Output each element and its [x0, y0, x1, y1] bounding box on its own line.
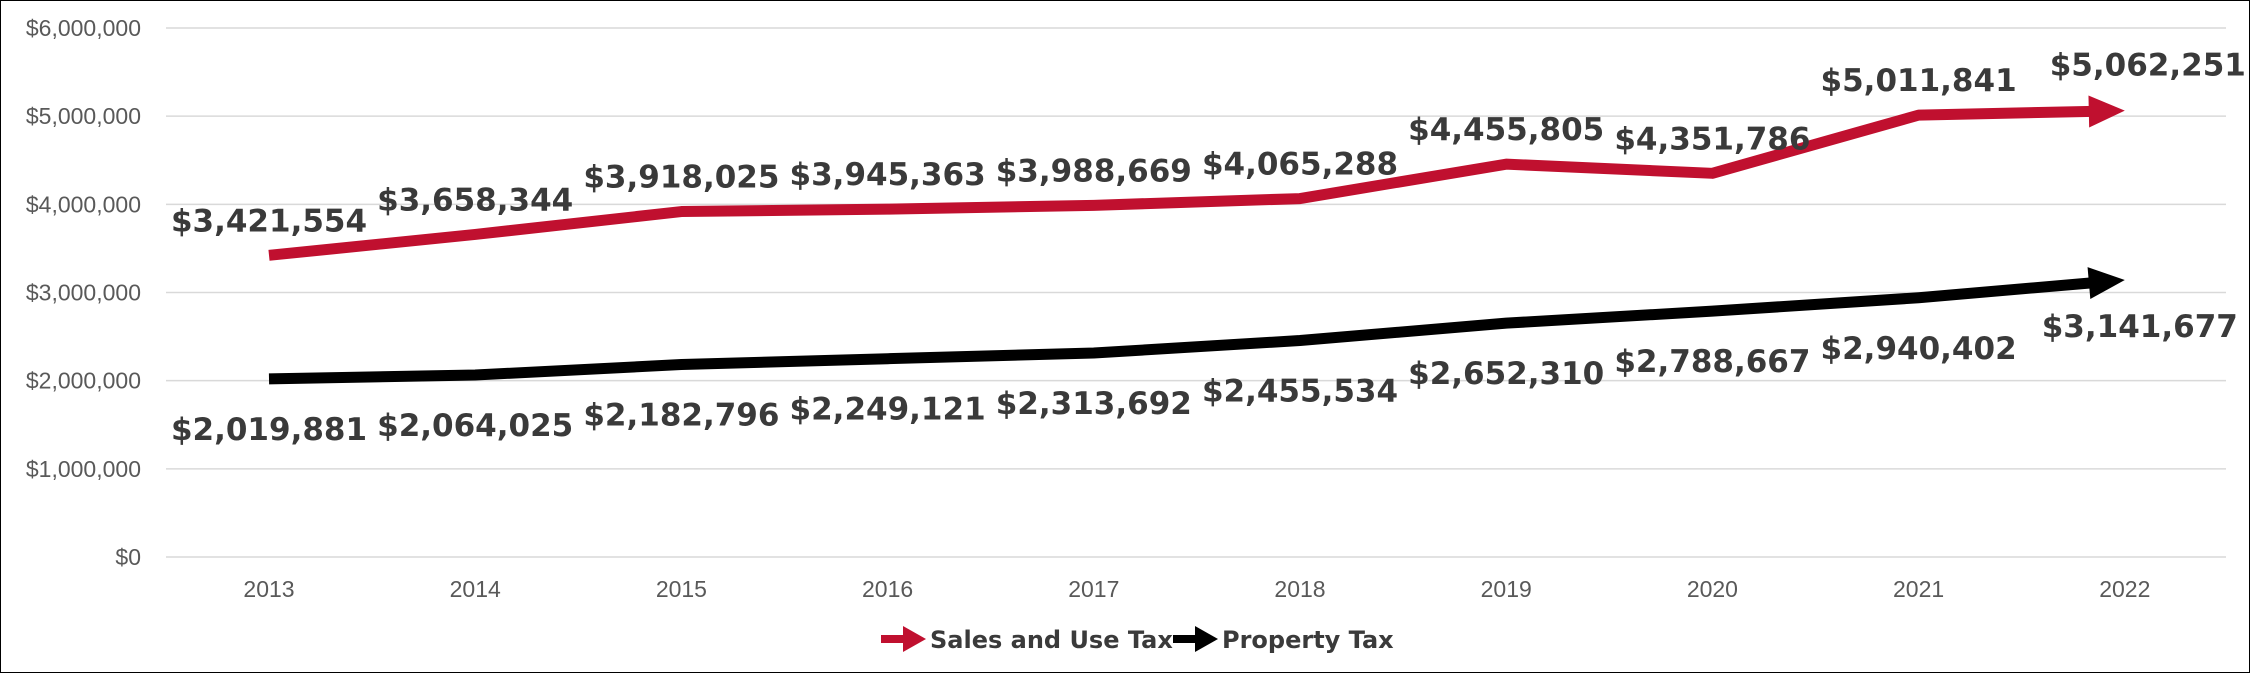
data-point-sales-and-use-tax: [1088, 199, 1100, 211]
data-point-sales-and-use-tax: [675, 206, 687, 218]
data-point-property-tax: [1088, 347, 1100, 359]
data-point-property-tax: [675, 359, 687, 371]
y-tick-label: $1,000,000: [26, 456, 141, 482]
series-line-sales-and-use-tax: [268, 105, 2093, 261]
series-arrowhead-sales-and-use-tax: [2088, 95, 2125, 128]
data-labels: $3,421,554 $3,658,344 $3,918,025 $3,945,363…: [171, 48, 2246, 448]
series-line-property-tax: [268, 277, 2094, 385]
y-tick-label: $6,000,000: [26, 15, 141, 41]
data-point-property-tax: [2119, 274, 2131, 286]
data-point-sales-and-use-tax: [469, 228, 481, 240]
data-point-sales-and-use-tax: [1706, 167, 1718, 179]
legend-swatch-arrow: [1195, 626, 1218, 652]
x-tick-label: 2017: [1068, 576, 1119, 602]
data-point-property-tax: [1294, 335, 1306, 347]
data-label-sales-and-use-tax: $4,065,288: [1202, 147, 1398, 183]
y-tick-label: $5,000,000: [26, 103, 141, 129]
data-point-property-tax: [263, 373, 275, 385]
data-label-sales-and-use-tax: $3,945,363: [790, 157, 986, 193]
data-label-sales-and-use-tax: $4,455,805: [1408, 112, 1604, 148]
data-label-sales-and-use-tax: $3,918,025: [583, 160, 779, 196]
data-label-property-tax: $2,313,692: [996, 386, 1192, 422]
data-label-property-tax: $3,141,677: [2042, 309, 2238, 345]
legend-item-property-tax: Property Tax: [1173, 626, 1394, 654]
data-point-sales-and-use-tax: [1500, 158, 1512, 170]
data-point-property-tax: [1913, 292, 1925, 304]
y-tick-label: $2,000,000: [26, 368, 141, 394]
data-label-property-tax: $2,788,667: [1614, 344, 1810, 380]
data-label-sales-and-use-tax: $3,658,344: [377, 182, 573, 218]
y-tick-label: $0: [115, 544, 141, 570]
series-arrowhead-property-tax: [2087, 267, 2125, 300]
data-point-sales-and-use-tax: [882, 203, 894, 215]
legend: Sales and Use Tax Property Tax: [881, 626, 1394, 654]
x-tick-label: 2019: [1481, 576, 1532, 602]
x-axis-ticks: 2013 2014 2015 2016 2017 2018 2019 2020 2021 2022: [243, 576, 2150, 602]
series-lines: [263, 95, 2131, 385]
x-tick-label: 2022: [2099, 576, 2150, 602]
data-label-property-tax: $2,182,796: [583, 398, 779, 434]
x-tick-label: 2013: [243, 576, 294, 602]
data-label-sales-and-use-tax: $3,988,669: [996, 153, 1192, 189]
x-tick-label: 2014: [450, 576, 501, 602]
data-label-property-tax: $2,652,310: [1408, 356, 1604, 392]
legend-label: Sales and Use Tax: [930, 626, 1173, 654]
x-tick-label: 2015: [656, 576, 707, 602]
data-label-property-tax: $2,019,881: [171, 412, 367, 448]
data-label-property-tax: $2,064,025: [377, 408, 573, 444]
data-label-sales-and-use-tax: $3,421,554: [171, 203, 367, 239]
x-tick-label: 2016: [862, 576, 913, 602]
data-point-sales-and-use-tax: [1294, 193, 1306, 205]
data-point-sales-and-use-tax: [1913, 109, 1925, 121]
y-tick-label: $4,000,000: [26, 191, 141, 217]
x-tick-label: 2018: [1274, 576, 1325, 602]
data-point-property-tax: [882, 353, 894, 365]
legend-label: Property Tax: [1222, 626, 1394, 654]
x-tick-label: 2021: [1893, 576, 1944, 602]
data-label-property-tax: $2,249,121: [790, 392, 986, 428]
data-point-property-tax: [1500, 317, 1512, 329]
data-point-sales-and-use-tax: [263, 249, 275, 261]
data-label-sales-and-use-tax: $4,351,786: [1614, 121, 1810, 157]
legend-swatch-arrow: [903, 626, 926, 652]
y-tick-label: $3,000,000: [26, 280, 141, 306]
data-label-property-tax: $2,455,534: [1202, 374, 1398, 410]
legend-item-sales-and-use-tax: Sales and Use Tax: [881, 626, 1173, 654]
data-label-sales-and-use-tax: $5,011,841: [1821, 63, 2017, 99]
x-tick-label: 2020: [1687, 576, 1738, 602]
data-point-property-tax: [1706, 305, 1718, 317]
data-point-sales-and-use-tax: [2119, 105, 2131, 117]
y-axis-ticks: $0 $1,000,000 $2,000,000 $3,000,000 $4,000,0…: [26, 15, 141, 570]
data-point-property-tax: [469, 369, 481, 381]
data-label-sales-and-use-tax: $5,062,251: [2050, 48, 2246, 84]
data-label-property-tax: $2,940,402: [1821, 331, 2017, 367]
